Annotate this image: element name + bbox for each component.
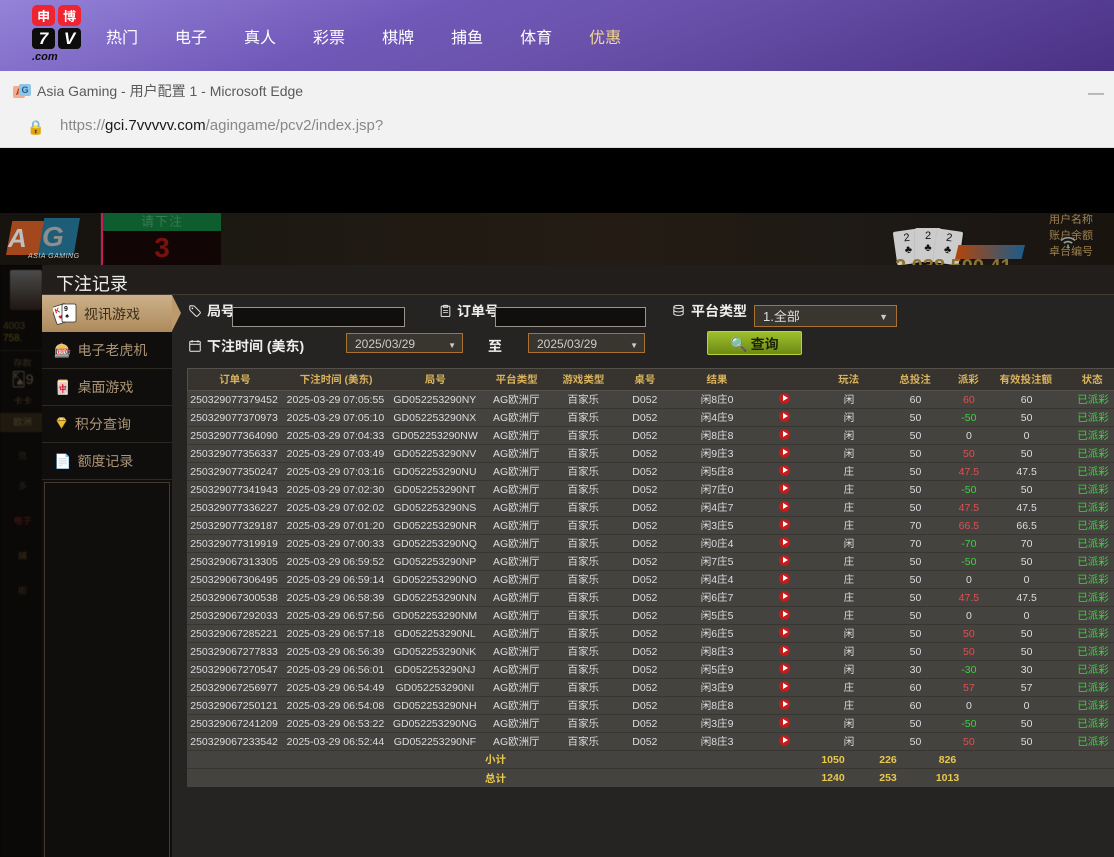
svg-text:9: 9 bbox=[64, 306, 68, 313]
svg-text:♠: ♠ bbox=[65, 313, 69, 320]
